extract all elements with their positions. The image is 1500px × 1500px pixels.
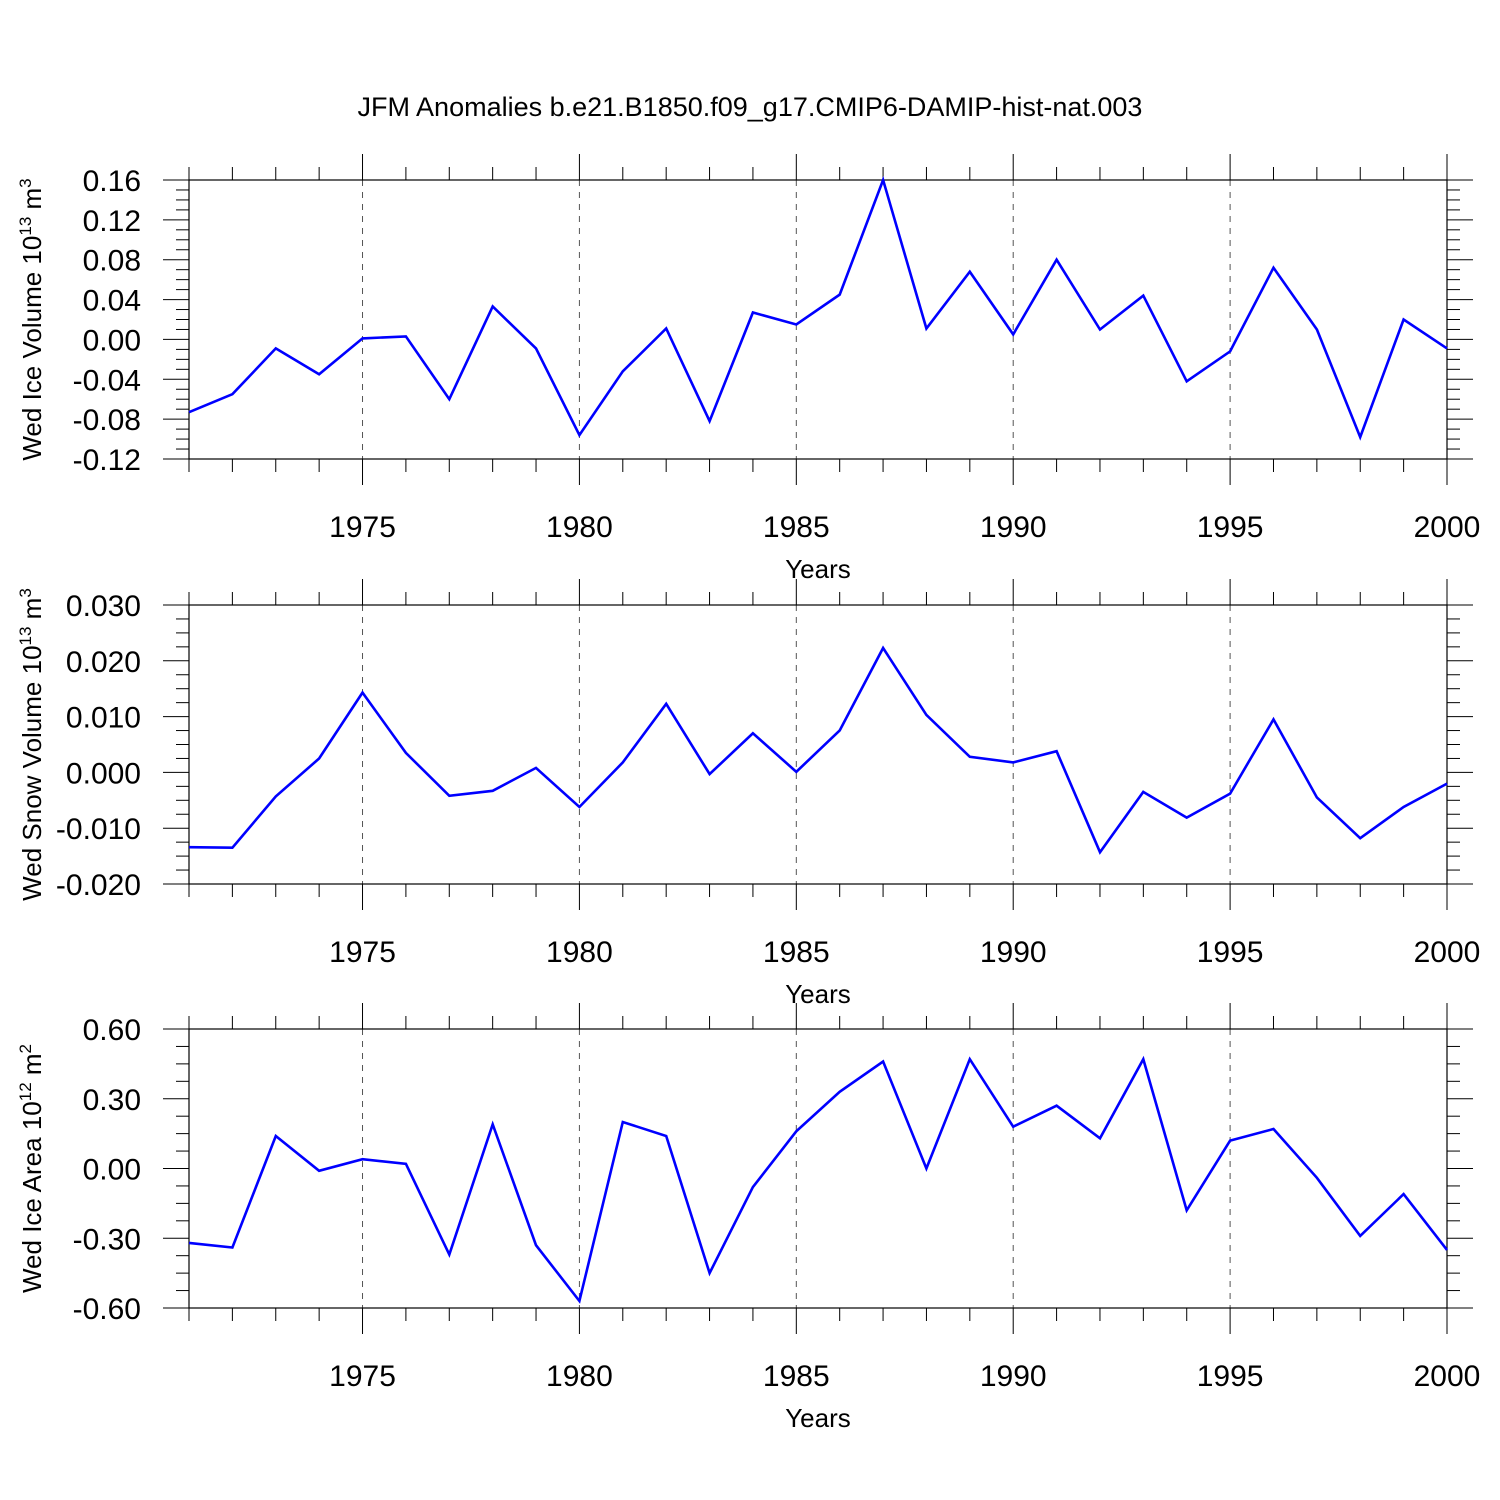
y-tick-label: -0.08 — [73, 404, 141, 437]
y-label-unit-exponent: 3 — [16, 178, 35, 187]
y-tick-label: -0.12 — [73, 444, 141, 477]
x-axis-label: Years — [785, 979, 851, 1009]
y-label-unit: m — [17, 188, 47, 217]
y-tick-label: -0.04 — [73, 364, 141, 397]
y-tick-label: 0.30 — [83, 1084, 141, 1117]
x-tick-label: 1980 — [546, 936, 613, 969]
x-tick-label: 1975 — [329, 1360, 396, 1393]
y-tick-label: 0.60 — [83, 1014, 141, 1047]
x-tick-label: 1975 — [329, 936, 396, 969]
x-tick-label: 2000 — [1414, 1360, 1481, 1393]
x-tick-label: 2000 — [1414, 511, 1481, 544]
chart-title: JFM Anomalies b.e21.B1850.f09_g17.CMIP6-… — [358, 92, 1143, 122]
y-label-prefix: Wed Ice Volume 10 — [17, 236, 47, 461]
x-tick-label: 1990 — [980, 936, 1047, 969]
y-tick-label: 0.12 — [83, 205, 141, 238]
y-axis-label: Wed Snow Volume 1013 m3 — [16, 588, 47, 901]
y-axis-label: Wed Ice Area 1012 m2 — [16, 1044, 47, 1293]
series-line — [188, 175, 1448, 441]
y-label-unit: m — [17, 598, 47, 627]
x-tick-label: 1980 — [546, 1360, 613, 1393]
plot-frame — [188, 1028, 1448, 1309]
x-tick-label: 1990 — [980, 1360, 1047, 1393]
y-label-unit: m — [17, 1053, 47, 1082]
y-tick-label: 0.00 — [83, 1154, 141, 1187]
x-tick-label: 2000 — [1414, 936, 1481, 969]
x-tick-label: 1985 — [763, 511, 830, 544]
y-label-unit-exponent: 2 — [16, 1044, 35, 1053]
y-tick-label: 0.020 — [66, 646, 141, 679]
plot-frame — [188, 179, 1448, 460]
panels: 1975 1980 1985 1990 1995 2000 Years 0.16 0.12 0.0… — [16, 154, 1480, 1433]
x-tick-label: 1985 — [763, 1360, 830, 1393]
y-tick-label: 0.010 — [66, 702, 141, 735]
y-tick-label: 0.030 — [66, 590, 141, 623]
y-label-exponent: 12 — [16, 1082, 35, 1101]
y-label-exponent: 13 — [16, 217, 35, 236]
series-line — [188, 1055, 1449, 1304]
x-tick-label: 1995 — [1197, 936, 1264, 969]
y-tick-label: 0.08 — [83, 245, 141, 278]
y-tick-label: 0.16 — [83, 165, 141, 198]
y-tick-label: 0.00 — [83, 324, 141, 357]
y-tick-label: -0.30 — [73, 1223, 141, 1256]
x-tick-label: 1995 — [1197, 1360, 1264, 1393]
panel-3: 1975 1980 1985 1990 1995 2000 Years 0.60 0.30 0.0… — [16, 1003, 1480, 1433]
y-label-exponent: 13 — [16, 627, 35, 646]
x-axis-label: Years — [785, 1403, 851, 1433]
y-label-unit-exponent: 3 — [16, 588, 35, 597]
x-axis-label: Years — [785, 554, 851, 584]
x-tick-label: 1980 — [546, 511, 613, 544]
y-tick-label: 0.04 — [83, 285, 141, 318]
y-tick-label: -0.010 — [56, 813, 141, 846]
x-tick-label: 1975 — [329, 511, 396, 544]
x-tick-label: 1990 — [980, 511, 1047, 544]
x-tick-label: 1995 — [1197, 511, 1264, 544]
panel-1: 1975 1980 1985 1990 1995 2000 Years 0.16 0.12 0.0… — [16, 154, 1480, 584]
y-label-prefix: Wed Ice Area 10 — [17, 1101, 47, 1293]
x-tick-label: 1985 — [763, 936, 830, 969]
y-tick-label: 0.000 — [66, 757, 141, 790]
y-tick-label: -0.020 — [56, 869, 141, 902]
panel-2: 1975 1980 1985 1990 1995 2000 Years 0.030 0.020 0… — [16, 579, 1480, 1009]
series-line — [188, 645, 1448, 855]
y-axis-label: Wed Ice Volume 1013 m3 — [16, 178, 47, 460]
y-label-prefix: Wed Snow Volume 10 — [17, 645, 47, 900]
y-tick-label: -0.60 — [73, 1293, 141, 1326]
